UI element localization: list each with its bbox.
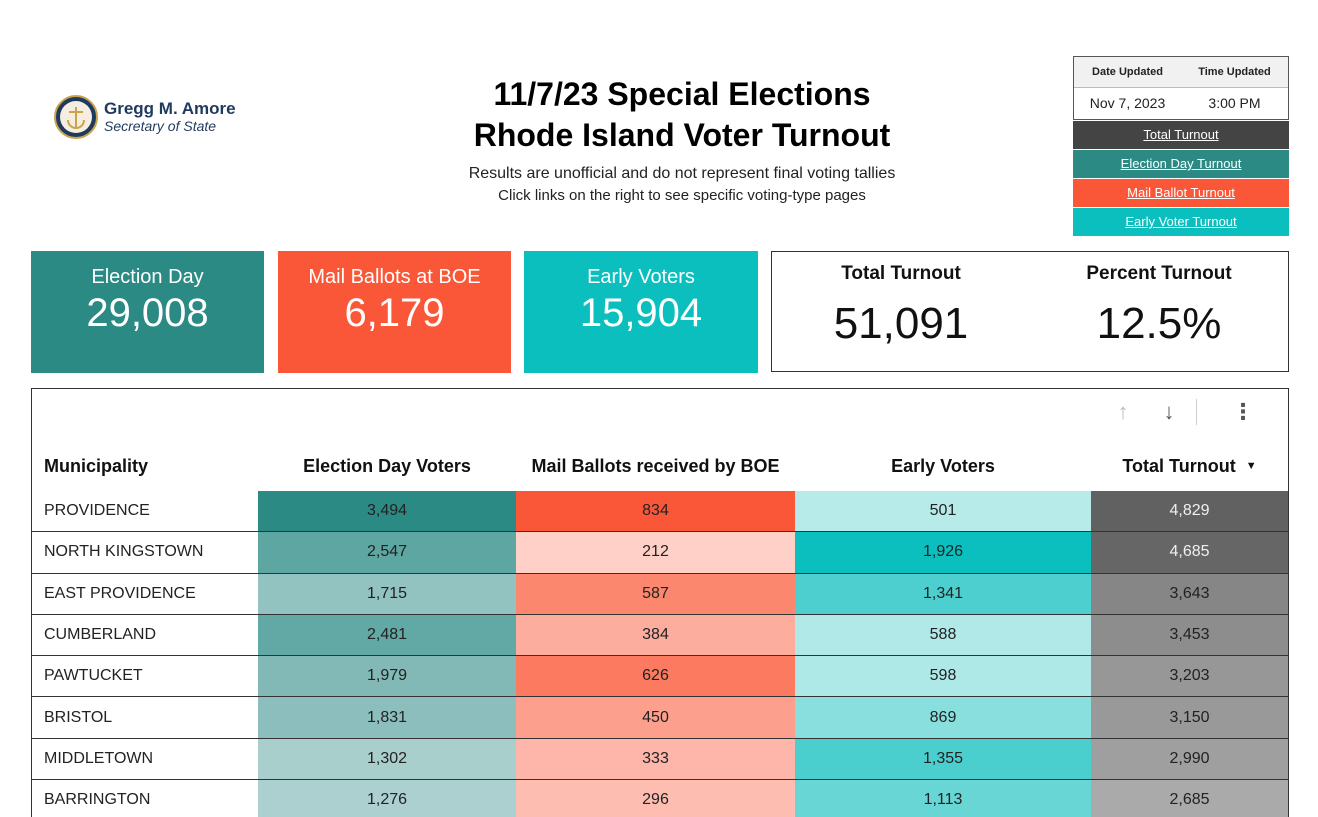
table-row[interactable]: PAWTUCKET 1,979 626 598 3,203 [32,656,1288,698]
cell-municipality: BRISTOL [32,697,258,738]
cell-municipality: MIDDLETOWN [32,738,258,780]
date-updated-label: Date Updated [1092,66,1163,78]
cell-mail-ballots: 212 [516,532,795,573]
time-updated-value: 3:00 PM [1208,95,1261,111]
cell-total-turnout: 3,453 [1091,614,1288,656]
cell-municipality: EAST PROVIDENCE [32,573,258,614]
mail-ballots-card-label: Mail Ballots at BOE [308,266,481,288]
election-day-card-label: Election Day [91,266,204,288]
col-total-turnout-label: Total Turnout [1122,455,1236,476]
page-title-line1: 11/7/23 Special Elections [493,76,871,112]
table-row[interactable]: BRISTOL 1,831 450 869 3,150 [32,697,1288,739]
cell-early-voters: 1,355 [795,738,1091,780]
cell-election-day: 1,302 [258,738,516,780]
time-updated-label: Time Updated [1198,66,1271,78]
table-toolbar: ↑ ↓ ⋮ [1108,397,1288,427]
turnout-page-links: Total Turnout Election Day Turnout Mail … [1073,121,1289,237]
table-row[interactable]: EAST PROVIDENCE 1,715 587 1,341 3,643 [32,573,1288,615]
cell-total-turnout: 2,685 [1091,780,1288,817]
table-row[interactable]: BARRINGTON 1,276 296 1,113 2,685 [32,780,1288,817]
percent-turnout-label: Percent Turnout [1086,263,1232,284]
col-mail-ballots[interactable]: Mail Ballots received by BOE [531,455,780,476]
sort-descending-icon[interactable]: ↓ [1163,399,1175,424]
cell-early-voters: 1,926 [795,532,1091,573]
cell-total-turnout: 2,990 [1091,738,1288,780]
table-row[interactable]: CUMBERLAND 2,481 384 588 3,453 [32,614,1288,657]
cell-mail-ballots: 450 [516,697,795,738]
anchor-seal-icon [54,95,98,139]
election-day-card: Election Day 29,008 [31,251,264,373]
cell-total-turnout: 4,829 [1091,491,1288,532]
table-row[interactable]: PROVIDENCE 3,494 834 501 4,829 [32,491,1288,533]
cell-election-day: 1,979 [258,656,516,697]
mail-ballot-turnout-link[interactable]: Mail Ballot Turnout [1073,179,1289,207]
col-municipality[interactable]: Municipality [44,455,149,476]
total-turnout-value: 51,091 [833,299,969,348]
logo-subtitle: Secretary of State [104,117,217,134]
cell-municipality: NORTH KINGSTOWN [32,532,258,573]
cell-election-day: 2,481 [258,614,516,656]
total-turnout-link[interactable]: Total Turnout [1073,121,1289,149]
election-day-turnout-link[interactable]: Election Day Turnout [1073,150,1289,178]
logo-name: Gregg M. Amore [104,98,236,118]
page-header: 11/7/23 Special Elections Rhode Island V… [382,74,982,206]
cell-early-voters: 501 [795,491,1091,532]
cell-total-turnout: 4,685 [1091,532,1288,573]
cell-early-voters: 869 [795,697,1091,738]
total-turnout-scorecard: Total Turnout 51,091 [772,252,1030,371]
update-info-box: Date Updated Time Updated Nov 7, 2023 3:… [1073,56,1289,120]
cell-early-voters: 1,341 [795,573,1091,614]
cell-municipality: CUMBERLAND [32,614,258,656]
sos-logo: Gregg M. Amore Secretary of State [54,95,236,139]
cell-election-day: 1,715 [258,573,516,614]
cell-early-voters: 588 [795,614,1091,656]
cell-municipality: PROVIDENCE [32,491,258,532]
percent-turnout-scorecard: Percent Turnout 12.5% [1030,252,1288,371]
early-voter-turnout-link[interactable]: Early Voter Turnout [1073,208,1289,236]
col-total-turnout[interactable]: Total Turnout ▼ [1091,441,1288,491]
toolbar-divider [1196,399,1197,425]
cell-total-turnout: 3,150 [1091,697,1288,738]
page-subtitle-2: Click links on the right to see specific… [498,187,866,204]
sort-ascending-icon[interactable]: ↑ [1117,399,1129,424]
date-updated-value: Nov 7, 2023 [1089,95,1166,111]
cell-early-voters: 598 [795,656,1091,697]
cell-mail-ballots: 384 [516,614,795,656]
table-row[interactable]: MIDDLETOWN 1,302 333 1,355 2,990 [32,738,1288,781]
cell-election-day: 1,276 [258,780,516,817]
more-options-icon[interactable]: ⋮ [1232,399,1254,424]
cell-early-voters: 1,113 [795,780,1091,817]
table-row[interactable]: NORTH KINGSTOWN 2,547 212 1,926 4,685 [32,532,1288,574]
municipality-table: ↑ ↓ ⋮ Municipality Election Day Voters M… [31,388,1289,817]
col-election-day-voters[interactable]: Election Day Voters [303,455,471,476]
col-early-voters[interactable]: Early Voters [891,455,995,476]
cell-mail-ballots: 626 [516,656,795,697]
cell-election-day: 3,494 [258,491,516,532]
cell-election-day: 1,831 [258,697,516,738]
election-day-card-value: 29,008 [86,291,209,335]
mail-ballots-card-value: 6,179 [344,291,445,335]
cell-mail-ballots: 296 [516,780,795,817]
table-header: Municipality Election Day Voters Mail Ba… [32,441,1288,491]
totals-card: Total Turnout 51,091 Percent Turnout 12.… [771,251,1289,372]
page-title-line2: Rhode Island Voter Turnout [473,117,891,153]
mail-ballots-card: Mail Ballots at BOE 6,179 [278,251,511,373]
cell-total-turnout: 3,203 [1091,656,1288,697]
total-turnout-label: Total Turnout [841,263,961,284]
cell-mail-ballots: 834 [516,491,795,532]
caret-down-icon: ▼ [1245,459,1257,472]
cell-mail-ballots: 587 [516,573,795,614]
table-body: PROVIDENCE 3,494 834 501 4,829 NORTH KINGSTOW… [32,491,1288,817]
page-subtitle: Results are unofficial and do not repres… [468,165,896,182]
cell-election-day: 2,547 [258,532,516,573]
early-voters-card: Early Voters 15,904 [524,251,758,373]
early-voters-card-label: Early Voters [587,266,695,288]
percent-turnout-value: 12.5% [1096,299,1222,348]
cell-municipality: PAWTUCKET [32,656,258,697]
cell-municipality: BARRINGTON [32,780,258,817]
cell-total-turnout: 3,643 [1091,573,1288,614]
cell-mail-ballots: 333 [516,738,795,780]
early-voters-card-value: 15,904 [579,291,703,335]
